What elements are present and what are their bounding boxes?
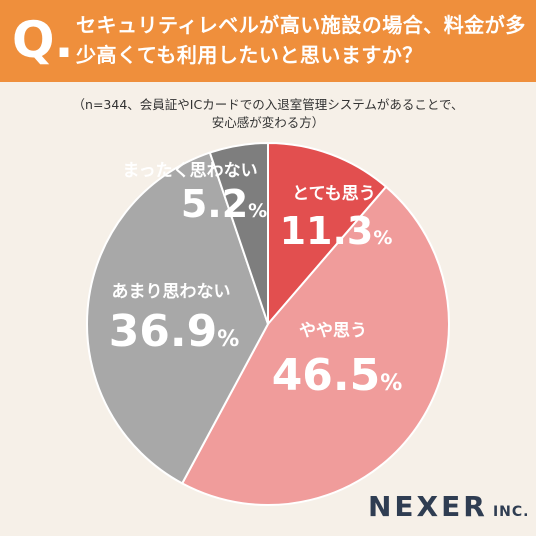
slice-value-4: 5.2%: [181, 182, 267, 226]
slice-value-1: 11.3%: [280, 209, 393, 253]
slice-label-3: あまり思わない: [112, 282, 231, 302]
slice-label-1: とても思う: [292, 184, 376, 204]
sample-note: （n=344、会員証やICカードでの入退室管理システムがあることで、 安心感が変…: [20, 96, 516, 132]
pie-slice-2: [180, 185, 450, 506]
slice-label-4: まったく思わない: [122, 161, 257, 181]
question-mark: Q.: [12, 11, 74, 69]
slice-label-2: やや思う: [299, 321, 367, 341]
pie-slice-3: [86, 151, 270, 485]
question-text: セキュリティレベルが高い施設の場合、料金が多少高くても利用したいと思いますか？: [76, 13, 526, 67]
pie-slice-4: [208, 141, 269, 325]
brand-logo: NEXER INC.: [368, 490, 529, 523]
slice-value-3: 36.9%: [109, 306, 240, 357]
sample-note-line-2: 安心感が変わる方）: [211, 115, 325, 130]
slice-value-2: 46.5%: [272, 350, 403, 401]
brand-name: NEXER: [368, 490, 488, 523]
pie-slice-1: [267, 141, 388, 327]
brand-suffix: INC.: [492, 504, 530, 520]
question-header: Q. セキュリティレベルが高い施設の場合、料金が多少高くても利用したいと思います…: [0, 0, 536, 82]
sample-note-line-1: （n=344、会員証やICカードでの入退室管理システムがあることで、: [72, 97, 464, 112]
